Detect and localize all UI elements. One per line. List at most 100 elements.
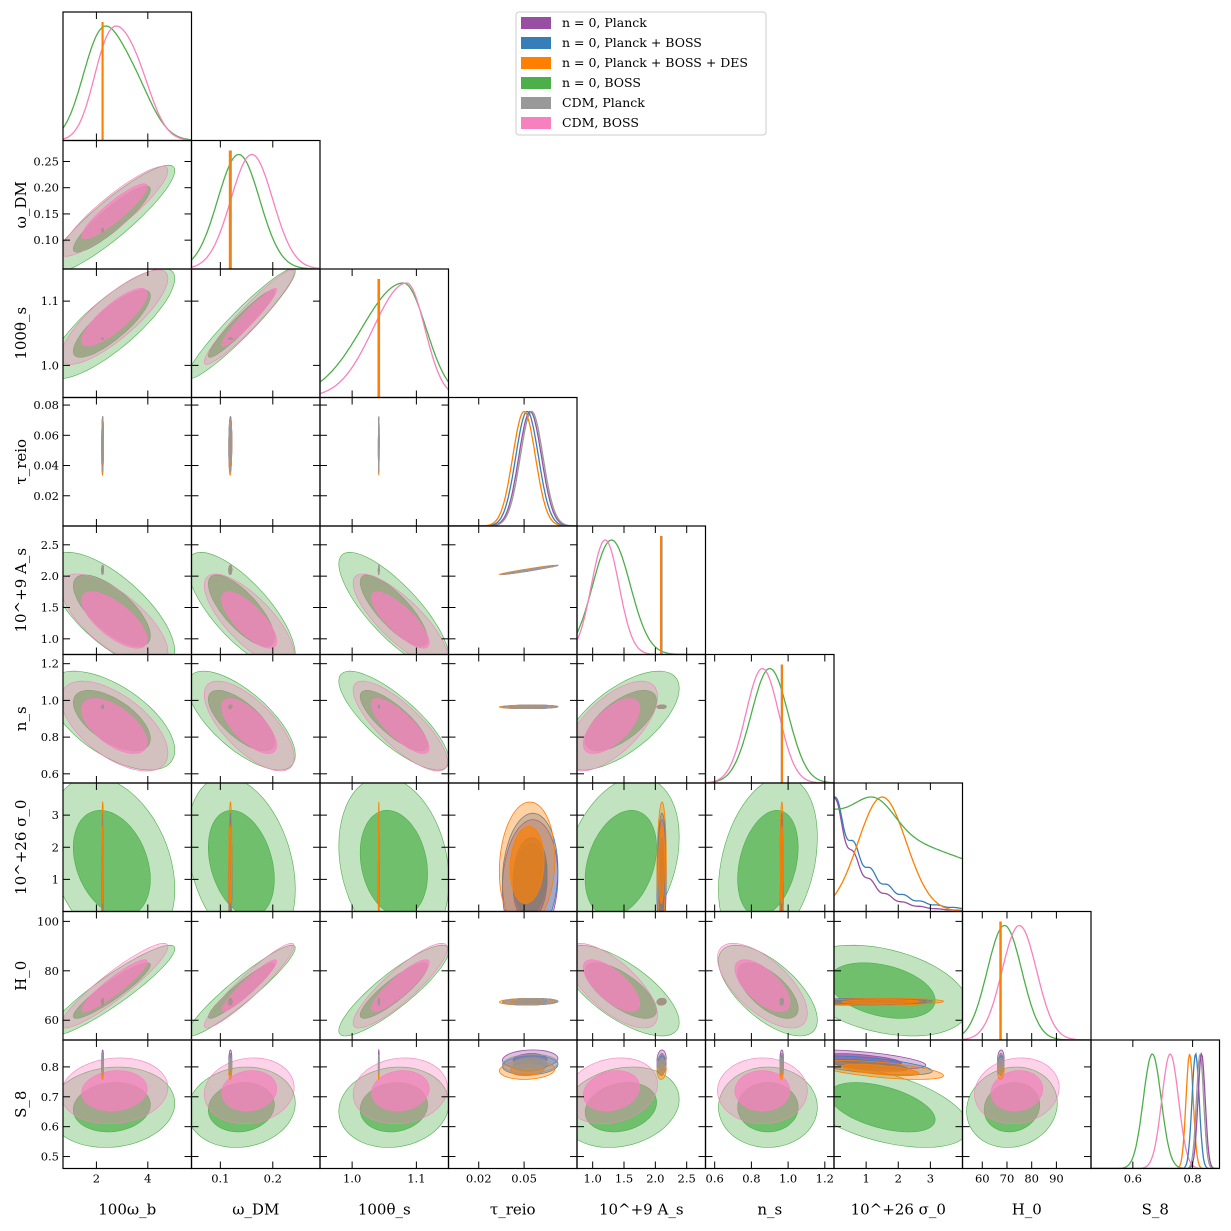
marginal-n0_planck_boss_des: [448, 410, 577, 526]
y-tick-label: 1.0: [41, 632, 59, 646]
y-tick-label: 0.25: [33, 154, 59, 168]
contour-cdm_planck: [512, 705, 548, 709]
panel-frame: [447, 525, 578, 656]
panel-ns-ns: [704, 653, 835, 784]
panel-sig-sig: [833, 782, 964, 913]
marginal-n0_boss: [1091, 1053, 1220, 1169]
x-tick-label: 60: [975, 1172, 990, 1186]
contour-cdm_planck: [101, 1057, 104, 1071]
panel-frame: [447, 396, 578, 527]
contour-cdm_planck: [378, 566, 380, 574]
panel-S8-As: 1.0 1.5 2.0 2.5: [576, 1039, 707, 1186]
contour-n0_boss: [359, 809, 428, 912]
contour-cdm_boss: [582, 1070, 641, 1112]
panel-frame: [704, 653, 835, 784]
y-tick-label: 1.0: [41, 693, 59, 707]
panel-As-wdm: [190, 525, 321, 656]
y-tick-label: 0.06: [33, 428, 59, 442]
x-tick-label: 0.2: [264, 1172, 282, 1186]
x-tick-label: 2: [93, 1172, 100, 1186]
panel-tau-th: [319, 396, 450, 527]
x-axis-label-As: 10^+9 A_s: [599, 1201, 684, 1219]
y-axis-label-As: 10^+9 A_s: [12, 548, 30, 633]
legend-label-cdm_planck: CDM, Planck: [562, 95, 645, 110]
contour-n0_planck_boss_des: [509, 825, 545, 904]
panel-frame: [190, 139, 321, 270]
marginal-n0_planck_boss: [834, 796, 963, 910]
contour-cdm_planck: [658, 999, 665, 1005]
legend-swatch-cdm_boss: [521, 117, 551, 129]
marginal-n0_boss: [577, 539, 706, 655]
contour-cdm_planck: [229, 705, 232, 709]
panel-H0-th: [319, 910, 450, 1041]
contour-n0_planck_boss_des: [378, 826, 380, 904]
contour-cdm_planck: [512, 1057, 548, 1071]
contour-cdm_planck: [101, 999, 104, 1005]
marginal-n0_boss: [191, 153, 320, 269]
panel-ns-tau: [447, 653, 578, 784]
panel-S8-wb: 2 4 0.5 0.6 0.7 0.8: [41, 1039, 193, 1186]
marginal-cdm_boss: [705, 667, 834, 783]
y-tick-label: 0.04: [33, 459, 59, 473]
panel-frame: [190, 268, 321, 399]
contour-cdm_planck: [101, 338, 105, 340]
marginal-n0_boss: [320, 282, 449, 383]
contour-cdm_planck: [780, 1057, 784, 1071]
contour-cdm_planck: [780, 999, 784, 1005]
legend-swatch-n0_planck_boss_des: [521, 57, 551, 69]
contour-cdm_boss: [582, 959, 641, 1012]
panel-H0-wdm: [190, 910, 321, 1041]
y-tick-label: 1.5: [41, 600, 59, 614]
contour-cdm_boss: [990, 1070, 1044, 1112]
x-tick-label: 1.0: [343, 1172, 361, 1186]
legend-label-n0_planck_boss_des: n = 0, Planck + BOSS + DES: [562, 55, 748, 70]
contour-cdm_planck: [101, 426, 104, 463]
panel-frame: [319, 396, 450, 527]
y-tick-label: 0.6: [41, 1120, 59, 1134]
y-axis-label-sig: 10^+26 σ_0: [12, 800, 30, 895]
y-axis-label-tau: τ_reio: [12, 439, 30, 485]
y-tick-label: 1.0: [41, 358, 59, 372]
x-tick-label: 1.5: [615, 1172, 633, 1186]
marginal-cdm_boss: [577, 539, 706, 655]
panel-ns-th: [319, 653, 450, 784]
panel-tau-wb: 0.02 0.04 0.06 0.08: [33, 396, 193, 527]
x-tick-label: 1.0: [779, 1172, 797, 1186]
x-tick-label: 0.1: [211, 1172, 229, 1186]
x-tick-label: 0.8: [1183, 1172, 1201, 1186]
y-tick-label: 0.20: [33, 181, 59, 195]
legend-frame: [515, 11, 767, 136]
contour-cdm_boss: [371, 1070, 430, 1112]
contour-cdm_boss: [221, 959, 278, 1012]
contour-cdm_boss: [221, 287, 278, 347]
x-axis-label-ns: n_s: [757, 1201, 782, 1219]
x-tick-label: 1: [862, 1172, 869, 1186]
panel-S8-ns: 0.6 0.8 1.0 1.2: [704, 1039, 835, 1186]
marginal-cdm_boss: [63, 25, 192, 141]
contour-n0_boss: [584, 809, 657, 912]
panel-tau-tau: [447, 396, 578, 527]
x-axis-label-H0: H_0: [1012, 1201, 1042, 1219]
x-tick-label: 80: [1024, 1172, 1039, 1186]
contour-cdm_boss: [371, 959, 430, 1012]
contour-cdm_boss: [371, 698, 430, 754]
contour-cdm_planck: [658, 705, 665, 709]
y-tick-label: 2.5: [41, 538, 59, 552]
panel-S8-S8: 0.6 0.8: [1090, 1039, 1221, 1186]
contour-cdm_planck: [229, 999, 232, 1005]
contour-n0_boss: [834, 1082, 936, 1133]
panel-sig-th: [319, 782, 450, 913]
panel-frame: [447, 910, 578, 1041]
y-tick-label: 0.02: [33, 489, 59, 503]
contour-cdm_boss: [582, 698, 641, 754]
contour-n0_planck_boss_des: [841, 999, 920, 1005]
contour-cdm_boss: [734, 1070, 791, 1112]
panel-As-th: [319, 525, 450, 656]
y-axis-label-ns: n_s: [12, 706, 30, 731]
panel-H0-H0: [961, 910, 1092, 1041]
panel-th-th: [319, 268, 450, 399]
contour-cdm_planck: [512, 999, 548, 1005]
marginal-cdm_boss: [320, 282, 449, 395]
marginal-n0_boss: [834, 796, 963, 860]
panel-tau-wdm: [190, 396, 321, 527]
